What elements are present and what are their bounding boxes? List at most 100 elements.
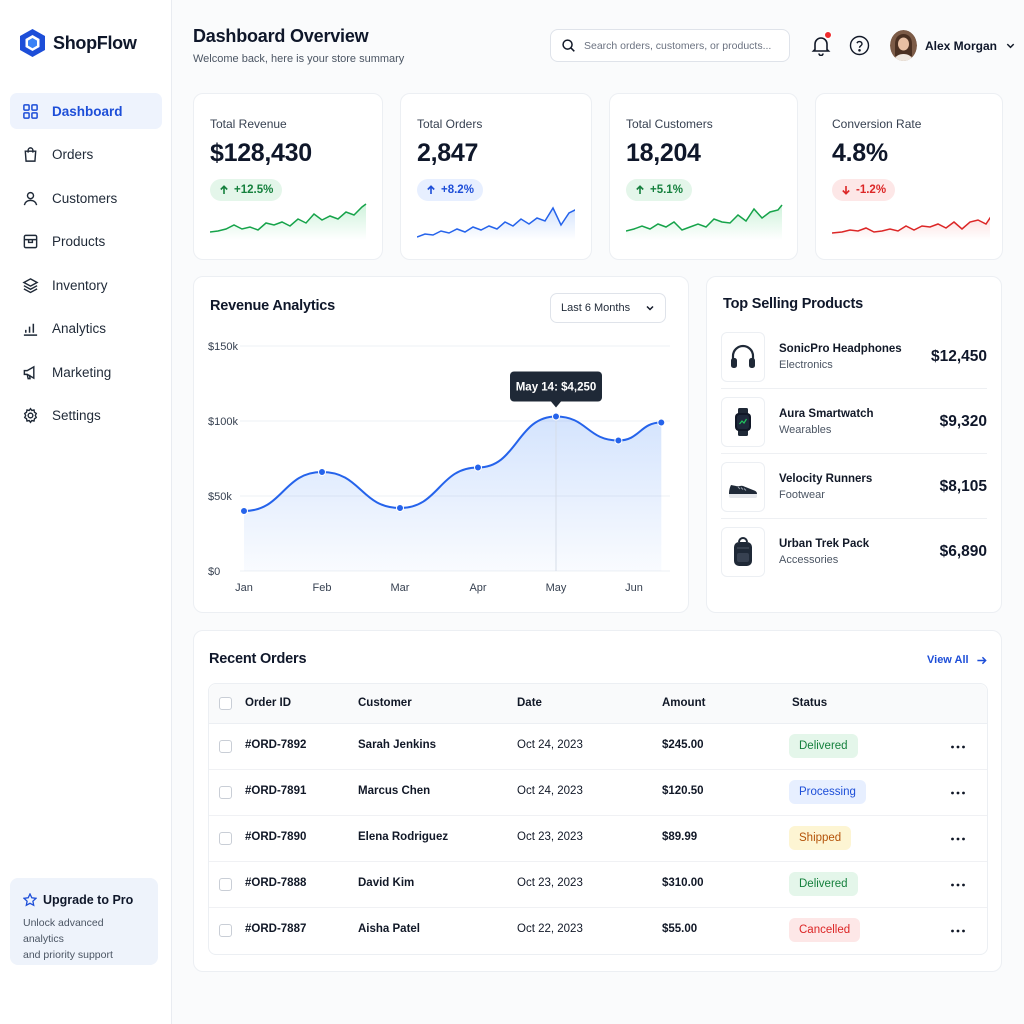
- product-price: $9,320: [939, 412, 987, 430]
- megaphone-icon: [23, 365, 35, 379]
- kpi-change-badge: +8.2%: [417, 179, 483, 201]
- order-date: Oct 22, 2023: [517, 923, 583, 935]
- column-header[interactable]: Status: [792, 697, 828, 709]
- data-point[interactable]: [552, 412, 560, 421]
- table-row[interactable]: #ORD-7888 David Kim Oct 23, 2023 $310.00…: [209, 862, 987, 908]
- sidebar-item-label: Customers: [52, 190, 118, 206]
- user-name: Alex Morgan: [925, 38, 998, 53]
- layers-icon: [22, 277, 39, 293]
- sidebar-item-label: Products: [52, 234, 106, 249]
- sidebar-item-label: Marketing: [52, 364, 112, 380]
- search-box[interactable]: [550, 29, 790, 62]
- view-all-link[interactable]: View All: [927, 654, 987, 666]
- order-id[interactable]: #ORD-7890: [245, 831, 307, 843]
- order-amount: $245.00: [662, 739, 704, 751]
- order-id[interactable]: #ORD-7892: [245, 739, 307, 751]
- x-tick-label: Feb: [313, 582, 332, 594]
- upgrade-card[interactable]: Upgrade to Pro Unlock advanced analytics…: [10, 878, 158, 965]
- table-row[interactable]: #ORD-7887 Aisha Patel Oct 22, 2023 $55.0…: [209, 908, 987, 954]
- sidebar-item-label: Inventory: [52, 277, 108, 293]
- more-options-icon[interactable]: [949, 784, 967, 802]
- bell-icon[interactable]: [810, 34, 832, 56]
- avatar: [890, 30, 917, 61]
- arrow-up-icon: [220, 185, 228, 194]
- product-price: $8,105: [939, 477, 987, 495]
- sidebar-item-settings[interactable]: Settings: [10, 398, 162, 434]
- row-checkbox[interactable]: [219, 786, 232, 799]
- table-row[interactable]: #ORD-7890 Elena Rodriguez Oct 23, 2023 $…: [209, 816, 987, 862]
- range-select[interactable]: Last 6 Months: [550, 293, 666, 323]
- upgrade-title: Upgrade to Pro: [23, 893, 145, 907]
- product-category: Electronics: [779, 358, 833, 371]
- order-amount: $120.50: [662, 785, 704, 797]
- column-header[interactable]: Date: [517, 697, 542, 709]
- sidebar-item-inventory[interactable]: Inventory: [10, 267, 162, 303]
- order-id[interactable]: #ORD-7887: [245, 923, 307, 935]
- column-header[interactable]: Customer: [358, 697, 412, 709]
- table-row[interactable]: #ORD-7892 Sarah Jenkins Oct 24, 2023 $24…: [209, 724, 987, 770]
- top-products-title: Top Selling Products: [723, 296, 863, 312]
- kpi-change-badge: -1.2%: [832, 179, 896, 201]
- product-row[interactable]: Aura Smartwatch Wearables $9,320: [721, 390, 987, 454]
- product-row[interactable]: Urban Trek Pack Accessories $6,890: [721, 520, 987, 584]
- sidebar-item-analytics[interactable]: Analytics: [10, 311, 162, 347]
- product-price: $12,450: [930, 347, 987, 365]
- product-category: Wearables: [779, 423, 832, 436]
- data-point[interactable]: [657, 418, 666, 427]
- headphones-icon: [731, 344, 755, 368]
- kpi-card-conversion: Conversion Rate 4.8% -1.2%: [815, 93, 1003, 260]
- order-id[interactable]: #ORD-7888: [245, 877, 307, 889]
- sparkline-customers: [626, 204, 783, 240]
- select-all-checkbox[interactable]: [219, 697, 232, 710]
- sidebar-item-dashboard[interactable]: Dashboard: [10, 93, 162, 129]
- product-row[interactable]: SonicPro Headphones Electronics $12,450: [721, 325, 987, 389]
- order-customer: David Kim: [358, 877, 415, 889]
- revenue-area: [244, 416, 662, 571]
- revenue-chart: $0 $50k $100k $150k Jan Feb Mar Apr May Jun May 14…: [208, 341, 670, 594]
- more-options-icon[interactable]: [949, 922, 967, 940]
- row-checkbox[interactable]: [219, 878, 232, 891]
- kpi-value: $128,430: [210, 139, 312, 167]
- sidebar-item-marketing[interactable]: Marketing: [10, 354, 162, 390]
- upgrade-text: Unlock advanced analytics and priority s…: [23, 917, 113, 961]
- data-point[interactable]: [318, 468, 326, 476]
- more-options-icon[interactable]: [949, 876, 967, 894]
- row-checkbox[interactable]: [219, 740, 232, 753]
- row-checkbox[interactable]: [219, 832, 232, 845]
- search-input[interactable]: [584, 39, 784, 52]
- order-amount: $55.00: [662, 923, 698, 935]
- data-point[interactable]: [396, 504, 404, 512]
- more-options-icon[interactable]: [949, 830, 967, 848]
- table-header: Order ID Customer Date Amount Status: [209, 684, 987, 724]
- data-point[interactable]: [614, 436, 623, 445]
- table-row[interactable]: #ORD-7891 Marcus Chen Oct 24, 2023 $120.…: [209, 770, 987, 816]
- recent-orders-card: Recent Orders View All Order ID Customer…: [193, 630, 1002, 972]
- row-checkbox[interactable]: [219, 924, 232, 937]
- column-header[interactable]: Amount: [662, 697, 706, 709]
- kpi-value: 4.8%: [832, 139, 888, 167]
- data-point[interactable]: [474, 463, 482, 472]
- sidebar-item-products[interactable]: Products: [10, 224, 162, 260]
- product-row[interactable]: Velocity Runners Footwear $8,105: [721, 455, 987, 519]
- arrow-up-icon: [427, 185, 435, 194]
- order-date: Oct 23, 2023: [517, 831, 583, 843]
- chart-tooltip: May 14: $4,250: [510, 371, 602, 408]
- more-options-icon[interactable]: [949, 738, 967, 756]
- sparkline-revenue: [210, 203, 367, 240]
- column-header[interactable]: Order ID: [245, 697, 292, 709]
- order-customer: Aisha Patel: [358, 923, 420, 935]
- sidebar-item-orders[interactable]: Orders: [10, 137, 162, 173]
- backpack-icon: [734, 537, 752, 566]
- order-id[interactable]: #ORD-7891: [245, 785, 307, 797]
- data-point[interactable]: [240, 507, 248, 515]
- recent-orders-title: Recent Orders: [209, 651, 307, 667]
- status-badge: Processing: [789, 780, 866, 804]
- sidebar-item-customers[interactable]: Customers: [10, 180, 162, 216]
- user-menu[interactable]: Alex Morgan: [890, 30, 1016, 61]
- kpi-card-revenue: Total Revenue $128,430 +12.5%: [193, 93, 383, 260]
- help-icon[interactable]: [849, 35, 870, 56]
- brand[interactable]: ShopFlow: [19, 28, 137, 58]
- sidebar-nav: Dashboard Orders Customers Products Inve…: [10, 93, 162, 441]
- sparkline-orders: [417, 206, 575, 240]
- shopping-bag-icon: [24, 147, 37, 162]
